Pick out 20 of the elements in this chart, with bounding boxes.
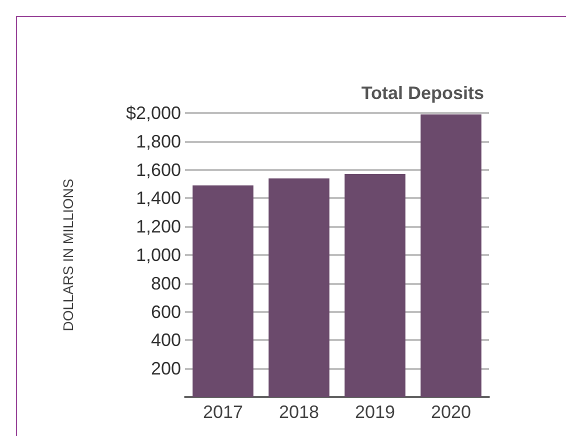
y-tick-label: 1,200 <box>136 216 181 237</box>
y-tick-label: 1,000 <box>136 245 181 265</box>
y-tick-label: 1,800 <box>136 131 181 152</box>
x-tick-label: 2019 <box>354 402 396 422</box>
y-axis-title: DOLLARS IN MILLIONS <box>60 178 76 332</box>
x-tick-label: 2017 <box>202 402 244 422</box>
y-tick-label: 200 <box>150 358 181 379</box>
chart-title: Total Deposits <box>361 83 484 103</box>
y-tick-label: $2,000 <box>126 103 181 123</box>
bar <box>420 114 482 397</box>
y-tick-label: 1,600 <box>136 160 181 180</box>
x-tick-label: 2018 <box>278 402 320 422</box>
y-tick-label: 600 <box>150 302 181 322</box>
x-tick-label: 2020 <box>430 402 472 422</box>
y-tick-label: 400 <box>150 330 181 350</box>
bar <box>268 178 330 397</box>
y-tick-label: 1,400 <box>136 188 181 208</box>
bar <box>344 174 406 397</box>
y-tick-label: 800 <box>150 273 181 294</box>
bar <box>192 185 254 397</box>
